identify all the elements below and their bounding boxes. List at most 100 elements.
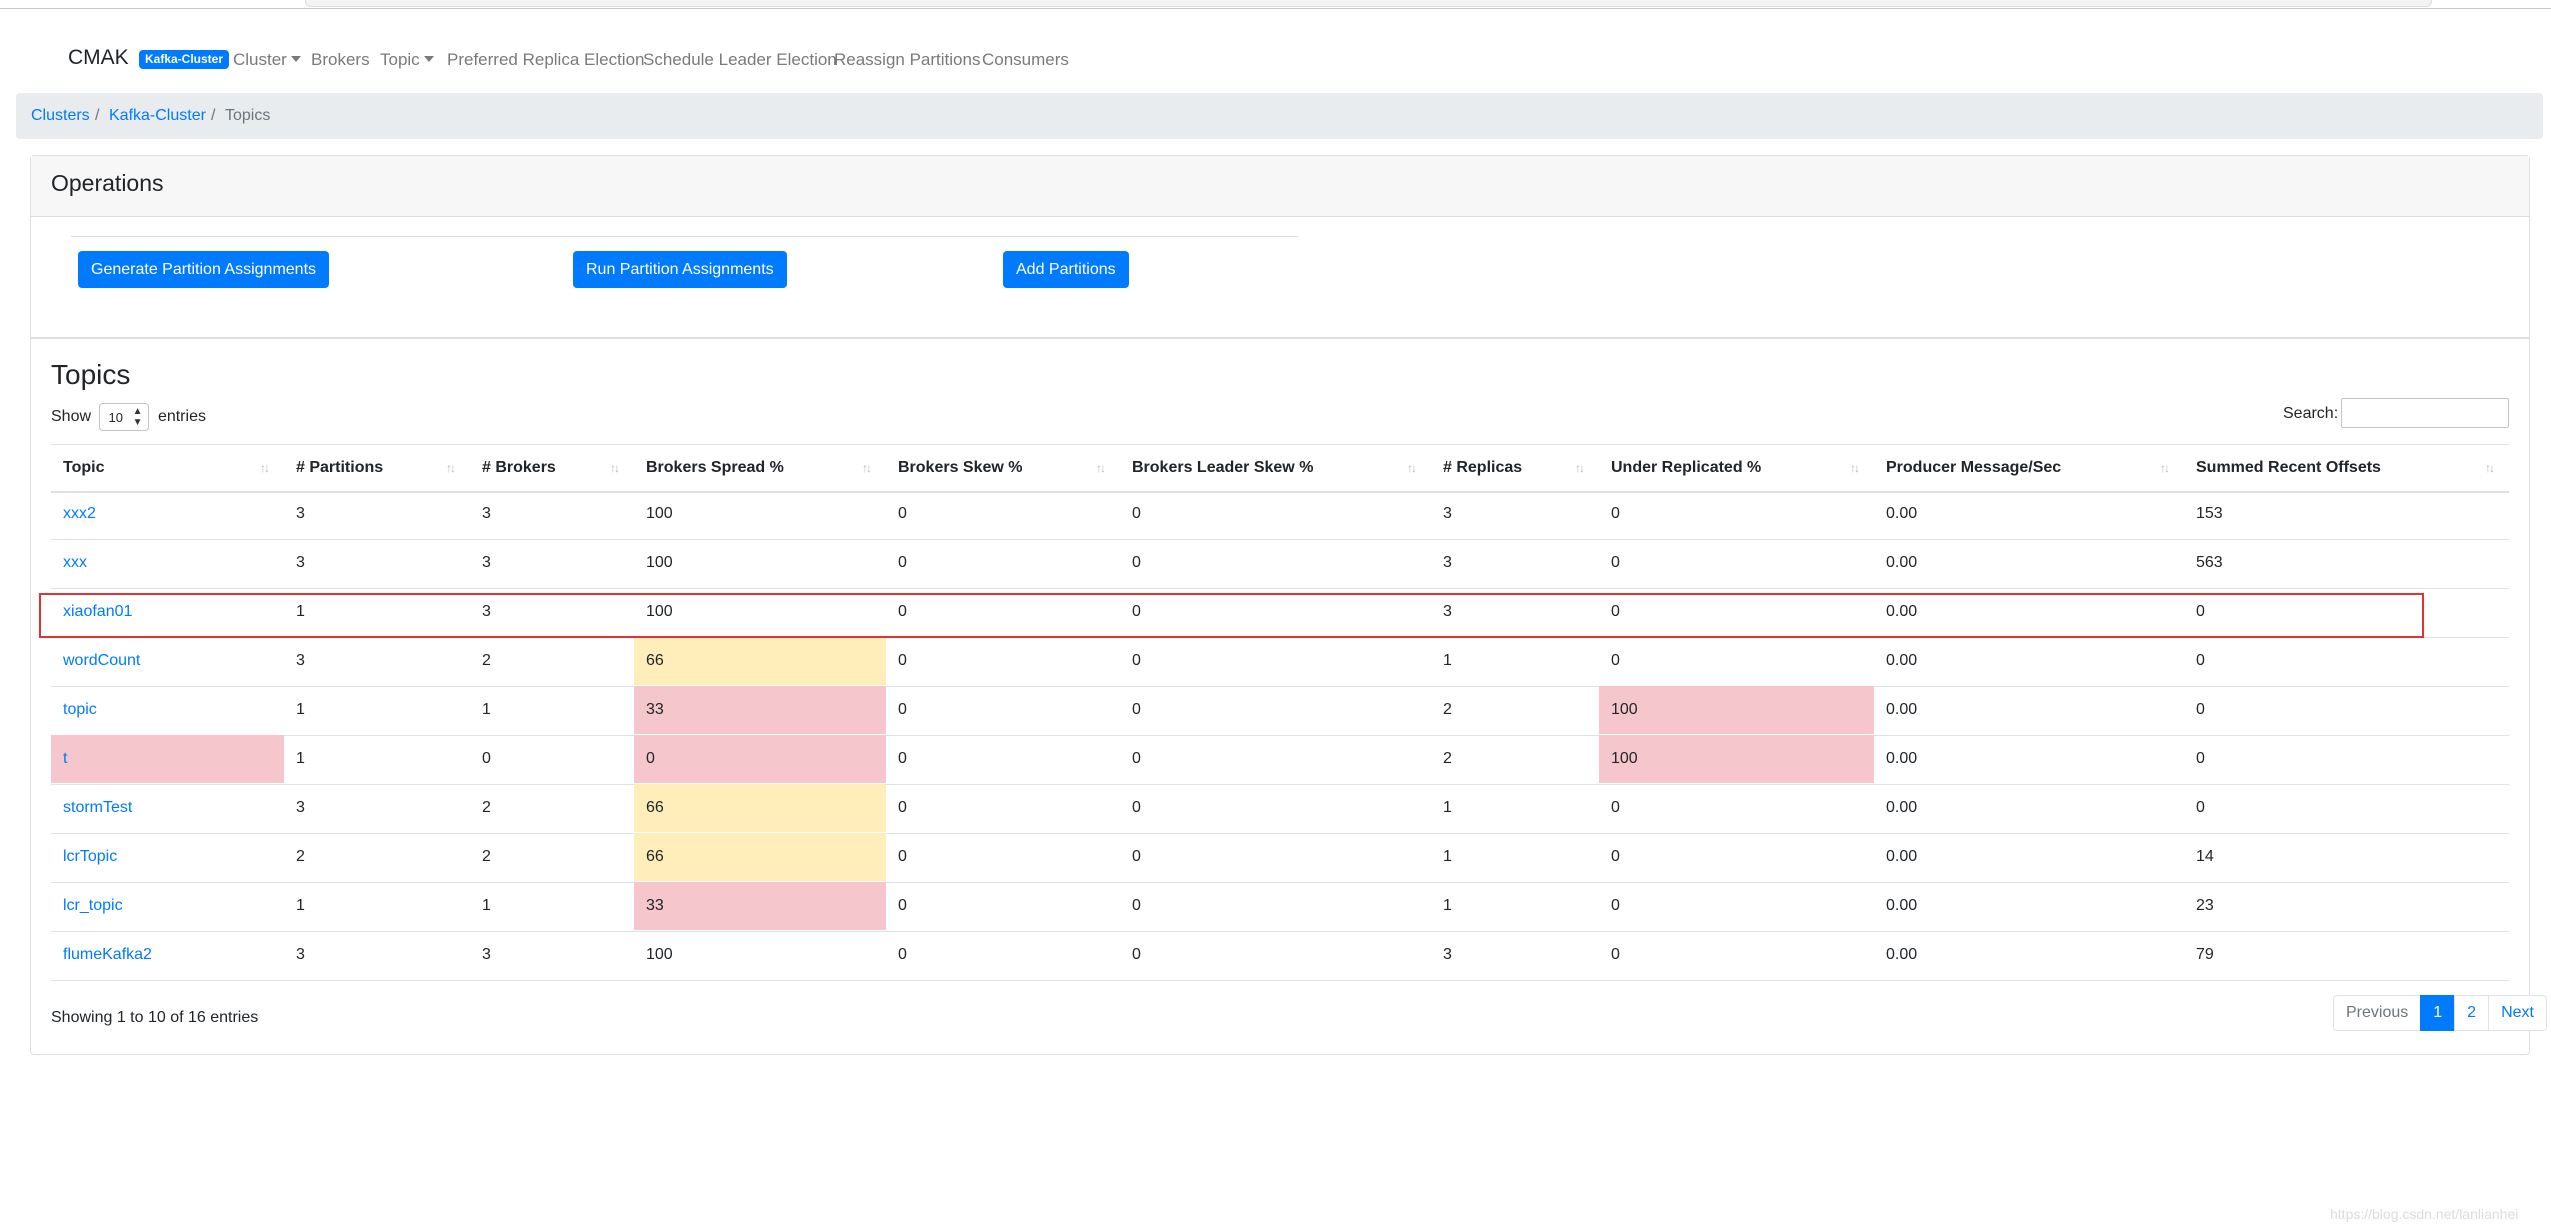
th-topic[interactable]: Topic ↑↓ bbox=[51, 445, 284, 491]
nav-reassign-partitions[interactable]: Reassign Partitions bbox=[834, 50, 981, 69]
cell-topic: xxx2 bbox=[51, 490, 284, 538]
cell-value: 0.00 bbox=[1886, 848, 1918, 865]
pagination-previous[interactable]: Previous bbox=[2333, 995, 2422, 1031]
cell-value: 0 bbox=[1132, 652, 1141, 669]
cell-value: 3 bbox=[296, 554, 305, 571]
cell-value: 0.00 bbox=[1886, 946, 1918, 963]
cell-value: 1 bbox=[296, 750, 305, 767]
topic-link[interactable]: t bbox=[63, 750, 68, 767]
cell-skew: 0 bbox=[886, 490, 1120, 538]
topic-link[interactable]: flumeKafka2 bbox=[63, 946, 152, 963]
topic-link[interactable]: stormTest bbox=[63, 799, 133, 816]
cell-spread: 100 bbox=[634, 490, 886, 538]
th-summed-offsets[interactable]: Summed Recent Offsets ↑↓ bbox=[2184, 445, 2509, 491]
th-partitions[interactable]: # Partitions ↑↓ bbox=[284, 445, 470, 491]
cell-value: 0 bbox=[1611, 554, 1620, 571]
cell-value: 0 bbox=[2196, 750, 2205, 767]
cell-value: 0 bbox=[1132, 750, 1141, 767]
cell-value: 1 bbox=[1443, 652, 1452, 669]
pagination-page-1[interactable]: 1 bbox=[2420, 995, 2456, 1031]
sort-icon: ↑↓ bbox=[862, 461, 872, 475]
breadcrumb-cluster[interactable]: Kafka-Cluster bbox=[109, 107, 206, 124]
cell-skew: 0 bbox=[886, 637, 1120, 685]
cell-brokers: 0 bbox=[470, 735, 634, 783]
cell-value: 1 bbox=[296, 603, 305, 620]
th-label: Brokers Skew % bbox=[898, 459, 1023, 476]
cell-skew: 0 bbox=[886, 931, 1120, 979]
topic-link[interactable]: wordCount bbox=[63, 652, 141, 669]
cell-replicas: 2 bbox=[1431, 735, 1599, 783]
cell-value: 3 bbox=[1443, 505, 1452, 522]
generate-partition-assignments-button[interactable]: Generate Partition Assignments bbox=[78, 251, 330, 288]
cell-value: 3 bbox=[1443, 946, 1452, 963]
cell-value: 3 bbox=[1443, 554, 1452, 571]
table-info: Showing 1 to 10 of 16 entries bbox=[51, 1009, 259, 1026]
topic-link[interactable]: lcrTopic bbox=[63, 848, 118, 865]
th-brokers-spread[interactable]: Brokers Spread % ↑↓ bbox=[634, 445, 886, 491]
cell-value: 3 bbox=[1443, 603, 1452, 620]
cell-offsets: 563 bbox=[2184, 539, 2509, 587]
breadcrumb-clusters[interactable]: Clusters bbox=[31, 107, 90, 124]
nav-schedule-leader-election[interactable]: Schedule Leader Election bbox=[643, 50, 837, 69]
pagination-page-2[interactable]: 2 bbox=[2454, 995, 2490, 1031]
cell-producer: 0.00 bbox=[1874, 882, 2184, 930]
th-under-replicated[interactable]: Under Replicated % ↑↓ bbox=[1599, 445, 1874, 491]
cell-value: 1 bbox=[296, 897, 305, 914]
cell-value: 0 bbox=[898, 603, 907, 620]
cell-spread: 66 bbox=[634, 784, 886, 832]
cell-replicas: 3 bbox=[1431, 588, 1599, 636]
cell-skew: 0 bbox=[886, 686, 1120, 734]
nav-topic-dropdown[interactable]: Topic bbox=[380, 50, 434, 70]
cell-under-replicated: 0 bbox=[1599, 588, 1874, 636]
topic-link[interactable]: lcr_topic bbox=[63, 897, 123, 914]
page-size-select[interactable]: 10 ▲ ▼ bbox=[99, 403, 150, 431]
cell-brokers: 2 bbox=[470, 833, 634, 881]
th-brokers[interactable]: # Brokers ↑↓ bbox=[470, 445, 634, 491]
topic-link[interactable]: xxx2 bbox=[63, 505, 96, 522]
cell-brokers: 3 bbox=[470, 539, 634, 587]
cell-offsets: 0 bbox=[2184, 588, 2509, 636]
cell-value: 100 bbox=[1611, 701, 1638, 718]
add-partitions-button[interactable]: Add Partitions bbox=[1003, 251, 1129, 288]
cell-value: 3 bbox=[296, 652, 305, 669]
cell-value: 0 bbox=[898, 701, 907, 718]
cell-value: 0 bbox=[646, 750, 655, 767]
nav-consumers[interactable]: Consumers bbox=[982, 50, 1069, 69]
sort-icon: ↑↓ bbox=[446, 461, 456, 475]
th-replicas[interactable]: # Replicas ↑↓ bbox=[1431, 445, 1599, 491]
pagination-next[interactable]: Next bbox=[2488, 995, 2547, 1031]
cell-value: 0.00 bbox=[1886, 505, 1918, 522]
cell-topic: t bbox=[51, 735, 284, 783]
cell-brokers: 1 bbox=[470, 686, 634, 734]
nav-preferred-replica-election[interactable]: Preferred Replica Election bbox=[447, 50, 645, 69]
cell-producer: 0.00 bbox=[1874, 833, 2184, 881]
watermark: https://blog.csdn.net/lanlianhei bbox=[2330, 1206, 2519, 1222]
topic-link[interactable]: xiaofan01 bbox=[63, 603, 133, 620]
cell-value: 33 bbox=[646, 701, 664, 718]
cell-topic: lcrTopic bbox=[51, 833, 284, 881]
cell-value: 1 bbox=[1443, 897, 1452, 914]
brand-logo[interactable]: CMAK bbox=[68, 46, 129, 69]
cell-value: 33 bbox=[646, 897, 664, 914]
cell-value: 0 bbox=[1611, 652, 1620, 669]
topic-link[interactable]: xxx bbox=[63, 554, 87, 571]
search-input[interactable] bbox=[2341, 398, 2509, 428]
nav-topic-label: Topic bbox=[380, 50, 420, 69]
cell-value: 3 bbox=[482, 554, 491, 571]
th-brokers-leader-skew[interactable]: Brokers Leader Skew % ↑↓ bbox=[1120, 445, 1431, 491]
cell-value: 563 bbox=[2196, 554, 2223, 571]
nav-brokers[interactable]: Brokers bbox=[311, 50, 370, 69]
nav-cluster-dropdown[interactable]: Cluster bbox=[233, 50, 301, 70]
nav-cluster-label: Cluster bbox=[233, 50, 287, 69]
th-producer-message[interactable]: Producer Message/Sec ↑↓ bbox=[1874, 445, 2184, 491]
select-arrows-icon: ▲ ▼ bbox=[132, 406, 143, 428]
th-brokers-skew[interactable]: Brokers Skew % ↑↓ bbox=[886, 445, 1120, 491]
sort-icon: ↑↓ bbox=[260, 461, 270, 475]
run-partition-assignments-button[interactable]: Run Partition Assignments bbox=[573, 251, 787, 288]
topic-link[interactable]: topic bbox=[63, 701, 97, 718]
cell-under-replicated: 100 bbox=[1599, 686, 1874, 734]
cell-offsets: 0 bbox=[2184, 686, 2509, 734]
cell-value: 2 bbox=[1443, 750, 1452, 767]
top-scrollbar[interactable] bbox=[305, 0, 2432, 7]
topics-title: Topics bbox=[51, 359, 131, 390]
